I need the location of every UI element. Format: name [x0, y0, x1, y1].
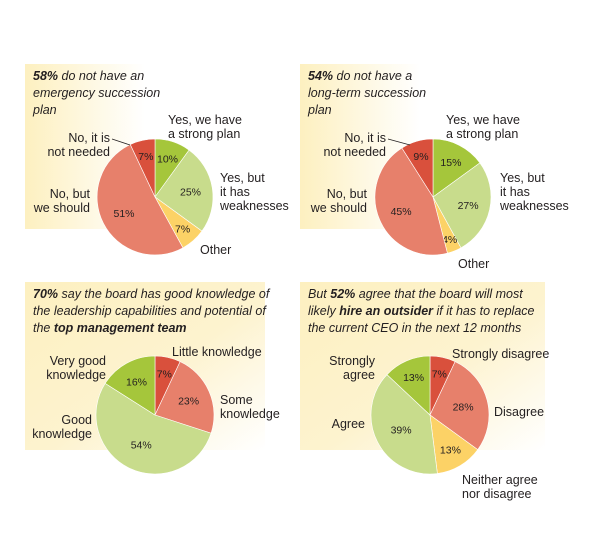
slice-value-label: 7%: [138, 151, 153, 163]
slice-category-label: Strongly agree: [329, 354, 376, 382]
pie-slice: [96, 144, 184, 256]
pie-slice: [95, 382, 212, 475]
pie-chart-1: 10% 25% 7% 51% 7% Yes, we have a strong plan Ye…: [33, 113, 289, 257]
pie-slice: [429, 361, 490, 451]
chart-panel-2: 54% do not have a long-term succession p…: [0, 0, 569, 271]
slice-value-label: 25%: [180, 186, 201, 198]
slice-category-label: No, but we should: [310, 187, 368, 215]
pie-slice: [386, 355, 431, 416]
slice-value-label: 28%: [453, 402, 474, 414]
slice-category-label: No, but we should: [33, 187, 91, 215]
slice-value-label: 10%: [157, 153, 178, 165]
slice-value-label: 45%: [391, 206, 412, 218]
pie-slice: [154, 361, 215, 434]
pie-slice: [401, 138, 434, 199]
pie-slice: [129, 138, 156, 198]
slice-category-label: Little knowledge: [172, 345, 262, 359]
slice-value-label: 7%: [175, 223, 190, 235]
leader-line: [387, 138, 411, 146]
pie-slice: [154, 149, 214, 232]
chart-panel-3: 70% say the board has good knowledge of …: [0, 0, 300, 475]
slice-category-label: Other: [200, 243, 231, 257]
slice-value-label: 7%: [157, 369, 172, 381]
chart-panel-4: But 52% agree that the board will most l…: [0, 0, 549, 501]
slice-value-label: 7%: [432, 369, 447, 381]
chart-headline: But 52% agree that the board will most l…: [308, 287, 535, 335]
chart-panel-1: 58% do not have an emergency succession …: [0, 0, 300, 257]
pie-slice: [432, 138, 481, 198]
slice-category-label: Agree: [332, 417, 365, 431]
slice-category-label: Other: [458, 257, 489, 271]
pie-chart-2: 15% 27% 4% 45% 9% Yes, we have a strong plan Ye…: [310, 113, 569, 271]
slice-category-label: Neither agree nor disagree: [462, 473, 538, 501]
slice-category-label: Yes, but it has weaknesses: [219, 171, 289, 213]
slice-category-label: Yes, but it has weaknesses: [499, 171, 569, 213]
slice-value-label: 13%: [440, 445, 461, 457]
leader-line: [111, 138, 131, 146]
slice-category-label: Strongly disagree: [452, 347, 549, 361]
slice-category-label: Yes, we have a strong plan: [446, 113, 520, 141]
slice-value-label: 15%: [440, 157, 461, 169]
slice-value-label: 16%: [126, 376, 147, 388]
slice-value-label: 23%: [178, 396, 199, 408]
slice-category-label: Yes, we have a strong plan: [168, 113, 242, 141]
chart-headline: 70% say the board has good knowledge of …: [33, 287, 270, 335]
pie-slice: [370, 374, 438, 475]
slice-category-label: No, it is not needed: [323, 131, 386, 159]
slice-value-label: 39%: [391, 425, 412, 437]
slice-value-label: 54%: [131, 439, 152, 451]
slice-value-label: 4%: [442, 234, 457, 246]
pie-slice: [432, 162, 492, 249]
chart-headline: 58% do not have an emergency succession …: [33, 69, 161, 117]
slice-value-label: 51%: [113, 208, 134, 220]
slice-category-label: Good knowledge: [32, 413, 92, 441]
slice-category-label: Some knowledge: [220, 393, 280, 421]
slice-value-label: 27%: [458, 200, 479, 212]
slice-category-label: No, it is not needed: [47, 131, 110, 159]
pie-slice: [104, 355, 156, 416]
slice-category-label: Disagree: [494, 405, 544, 419]
pie-slice: [374, 147, 448, 256]
slice-category-label: Very good knowledge: [46, 354, 106, 382]
slice-value-label: 9%: [413, 151, 428, 163]
slice-value-label: 13%: [403, 372, 424, 384]
chart-headline: 54% do not have a long-term succession p…: [308, 69, 427, 117]
